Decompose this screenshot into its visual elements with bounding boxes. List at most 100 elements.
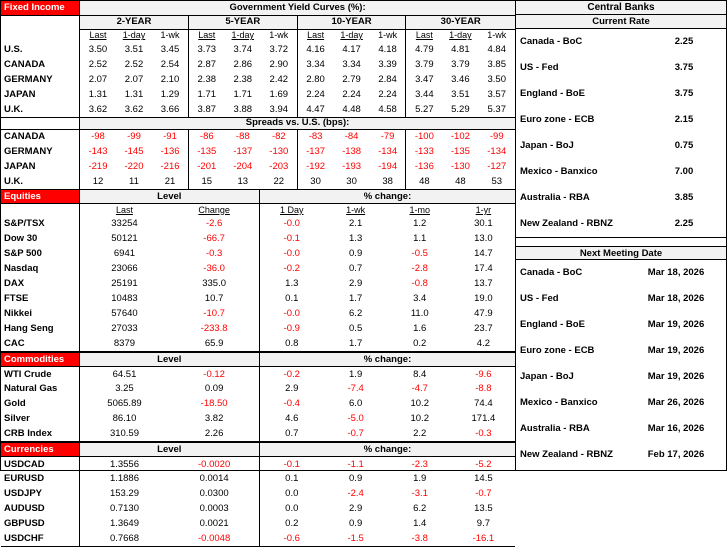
- pct-change-value: -0.1: [258, 456, 324, 472]
- yield-value: 2.79: [342, 73, 361, 85]
- spread-value: -145: [124, 145, 144, 157]
- fixed-income-table: Fixed Income Government Yield Curves (%)…: [1, 1, 515, 189]
- yield-value: 1.31: [124, 88, 144, 100]
- spreads-title: Spreads vs. U.S. (bps):: [79, 116, 515, 129]
- list-item: Australia - RBA Mar 16, 2026: [516, 416, 726, 442]
- spread-value: 48: [405, 174, 443, 189]
- spreads-corner: [1, 116, 81, 129]
- commodities-level-title: Level: [78, 352, 260, 367]
- spread-value: -194: [378, 160, 398, 172]
- yield-value: 5.37: [487, 103, 507, 115]
- change-value: 0.09: [204, 383, 224, 395]
- row-label-germany: GERMANY: [1, 72, 81, 87]
- currencies-level-title: Level: [78, 442, 260, 457]
- yield-value: 3.45: [160, 43, 180, 55]
- commodities-table: Commodities Level % change: WTI Crude 64.…: [1, 352, 515, 442]
- yield-value: 4.79: [405, 42, 443, 57]
- currencies-table: Currencies Level % change: USDCAD 1.3556 -…: [1, 442, 515, 547]
- row-label-us: U.S.: [1, 42, 81, 57]
- row-label: CRB Index: [1, 426, 80, 442]
- pct-change-value: -0.3: [451, 426, 515, 442]
- central-bank-rate: 2.15: [674, 114, 694, 126]
- change-value: -0.0020: [198, 458, 231, 470]
- pct-change-value: 10.2: [410, 413, 429, 425]
- pct-change-value: -3.1: [411, 488, 428, 500]
- pct-change-value: -0.1: [258, 231, 324, 247]
- central-bank-name: New Zealand - RBNZ: [520, 218, 613, 229]
- spread-value: -84: [333, 128, 370, 144]
- level-value: 1.3649: [78, 516, 170, 532]
- pct-change-value: 1.3: [258, 276, 324, 292]
- equities-level-title: Level: [78, 189, 260, 204]
- yield-value: 3.34: [296, 57, 334, 72]
- level-value: 64.51: [78, 366, 170, 382]
- eq-col-1day: 1 Day: [258, 203, 324, 217]
- pct-change-value: 2.9: [349, 278, 363, 290]
- pct-change-value: -5.0: [347, 413, 364, 425]
- yield-value: 3.88: [233, 103, 253, 115]
- yield-rows: U.S. 3.50 3.51 3.45 3.73 3.74 3.72 4.16 4.17 4.18…: [1, 42, 515, 117]
- spread-value: 30: [296, 174, 334, 189]
- table-row: U.K. 3.62 3.62 3.66 3.87 3.88 3.94 4.47 4.48 4.58…: [1, 102, 515, 117]
- section-label-commodities: Commodities: [1, 352, 80, 367]
- next-meeting-date: Mar 18, 2026: [647, 292, 705, 304]
- list-item: Japan - BoJ 0.75: [516, 133, 726, 159]
- pct-change-value: -0.0: [258, 216, 324, 232]
- spread-value: -201: [187, 159, 225, 174]
- table-row: Nikkei 57640 -10.7 -0.0 6.2 11.0 47.9: [1, 306, 515, 322]
- level-value: 50121: [78, 231, 170, 247]
- spread-value: 48: [455, 175, 466, 187]
- spread-value: -99: [115, 128, 153, 144]
- pct-change-value: 11.0: [410, 308, 429, 320]
- row-label: WTI Crude: [1, 366, 80, 382]
- list-item: Australia - RBA 3.85: [516, 185, 726, 211]
- spread-row-label: GERMANY: [1, 144, 81, 159]
- eq-blank: [1, 203, 80, 217]
- yield-value: 3.46: [451, 73, 470, 85]
- pct-change-value: -0.7: [323, 426, 388, 442]
- section-label-currencies: Currencies: [1, 442, 80, 457]
- yield-value: 3.51: [124, 43, 144, 55]
- central-bank-name: Japan - BoJ: [520, 370, 574, 382]
- pct-change-value: -5.2: [475, 458, 492, 470]
- table-row: AUDUSD 0.7130 0.0003 0.0 2.9 6.2 13.5: [1, 501, 515, 517]
- spread-row-label: CANADA: [1, 128, 81, 144]
- yield-value: 3.44: [405, 87, 443, 102]
- yield-value: 5.27: [405, 102, 443, 117]
- pct-change-value: 1.3: [349, 233, 363, 245]
- table-row: CAC 8379 65.9 0.8 1.7 0.2 4.2: [1, 336, 515, 352]
- spread-value: -91: [152, 128, 189, 144]
- eq-col-last: Last: [78, 203, 170, 217]
- spread-value: -143: [79, 144, 116, 159]
- spread-value: 53: [491, 175, 503, 187]
- list-item: Canada - BoC Mar 18, 2026: [516, 260, 726, 286]
- yield-value: 2.07: [79, 72, 116, 87]
- yield-value: 3.79: [451, 58, 470, 70]
- pct-change-value: 19.0: [474, 293, 493, 305]
- change-value: 0.0003: [199, 503, 229, 515]
- change-value: -0.3: [205, 248, 223, 260]
- commodities-pct-title: % change:: [258, 352, 515, 367]
- level-value: 8379: [78, 336, 170, 352]
- yield-value: 3.62: [79, 102, 116, 117]
- central-bank-name: US - Fed: [520, 292, 559, 304]
- yield-value: 2.84: [378, 73, 397, 85]
- pct-change-value: 47.9: [474, 308, 493, 320]
- pct-change-value: 17.4: [474, 263, 493, 275]
- level-value: 5065.89: [78, 396, 170, 412]
- level-value: 0.7130: [78, 501, 170, 517]
- level-value: 310.59: [78, 426, 170, 442]
- row-label: Silver: [1, 411, 80, 427]
- pct-change-value: -3.8: [387, 531, 452, 547]
- pct-change-value: -1.1: [347, 458, 364, 470]
- pct-change-value: 3.4: [413, 293, 427, 305]
- central-bank-name: England - BoE: [520, 318, 585, 330]
- col-30y-last: Last: [405, 29, 443, 42]
- yield-value: 2.38: [187, 72, 225, 87]
- spread-value: -102: [442, 128, 479, 144]
- central-bank-name: New Zealand - RBNZ: [520, 448, 613, 460]
- next-meeting-date: Mar 26, 2026: [647, 396, 705, 408]
- yield-value: 3.87: [187, 102, 225, 117]
- pct-change-value: 0.7: [258, 426, 324, 442]
- pct-change-value: 6.0: [349, 398, 363, 410]
